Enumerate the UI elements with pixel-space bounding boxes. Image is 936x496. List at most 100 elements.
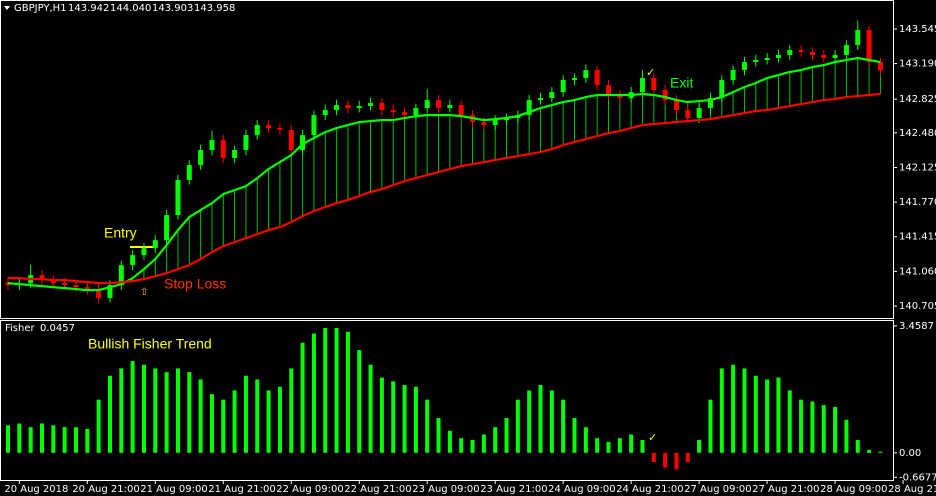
candle-body (538, 98, 544, 101)
indicator-value: 0.0457 (40, 323, 75, 334)
candle-body (651, 78, 657, 91)
histogram-bar (549, 390, 554, 453)
histogram-bar (107, 375, 112, 453)
last-high: 144.040 (110, 3, 151, 14)
candle-body (719, 79, 725, 99)
x-tick-label: 21 Aug 21:00 (208, 484, 275, 495)
candle-body (730, 70, 736, 80)
histogram-bar (17, 423, 22, 453)
candle-body (798, 50, 804, 52)
histogram-bar (85, 428, 90, 453)
candle-body (198, 150, 204, 166)
histogram-bar (209, 394, 214, 453)
x-tick-label: 23 Aug 21:00 (480, 484, 547, 495)
histogram-bar (119, 368, 124, 453)
annotation: Stop Loss (164, 276, 226, 292)
candle-body (322, 110, 328, 116)
histogram-bar (799, 399, 804, 453)
candle-body (413, 108, 419, 116)
histogram-bar (391, 381, 396, 453)
candle-body (741, 62, 747, 71)
histogram-bar (334, 328, 339, 453)
candle-body (334, 105, 340, 111)
y-tick-label: 3.4587 (899, 321, 934, 332)
histogram-bar (538, 384, 543, 453)
moving-average (7, 56, 881, 292)
candle-body (855, 30, 861, 46)
x-tick-label: 24 Aug 09:00 (548, 484, 615, 495)
last-open: 143.942 (68, 3, 109, 14)
candle-body (266, 125, 272, 129)
candle-body (617, 95, 623, 99)
candle-body (572, 78, 577, 80)
candle-body (436, 100, 442, 109)
candle-body (832, 55, 838, 59)
candle-body (458, 105, 464, 116)
x-tick-label: 23 Aug 09:00 (412, 484, 479, 495)
candle-body (866, 30, 872, 63)
histogram-bar (504, 417, 509, 453)
candle-body (277, 128, 283, 131)
histogram-bar (606, 441, 611, 453)
histogram-bar (583, 427, 588, 453)
candle-body (402, 112, 408, 116)
y-tick-label: 141.415 (899, 232, 936, 243)
histogram-bar (323, 328, 328, 453)
candle-body (368, 103, 374, 107)
candle-body (84, 287, 90, 291)
histogram-bar (470, 440, 475, 453)
histogram-bar (685, 452, 690, 463)
histogram-bar (175, 368, 180, 453)
candle-body (73, 285, 79, 288)
entry-arrow: ⇧ (140, 287, 148, 298)
candle-body (243, 135, 249, 151)
histogram-bar (787, 390, 792, 453)
histogram-bar (753, 375, 758, 453)
histogram-bar (357, 350, 362, 453)
histogram-bar (731, 364, 736, 453)
y-tick-label: 0.00 (899, 448, 921, 459)
candle-body (379, 103, 385, 111)
panel-menu-arrow (4, 6, 10, 10)
histogram-bar (232, 390, 237, 453)
y-tick-label: 141.060 (899, 266, 936, 277)
histogram-bar (39, 423, 44, 453)
candle-body (526, 100, 532, 116)
candle-body (356, 106, 362, 109)
x-tick-label: 28 Aug 09:00 (820, 484, 887, 495)
histogram-bar (821, 405, 826, 453)
histogram-bar (28, 427, 33, 453)
histogram-bar (742, 368, 747, 453)
histogram-bar (187, 372, 192, 453)
candle-body (605, 85, 611, 96)
y-tick-label: -0.6677 (899, 472, 936, 483)
candle-body (685, 110, 691, 119)
histogram-bar (266, 390, 271, 453)
histogram-bar (595, 438, 600, 453)
histogram-bar (572, 417, 577, 453)
candle-body (821, 55, 827, 59)
candle-body (130, 255, 136, 266)
annotation: Entry (104, 225, 137, 241)
histogram-bar (697, 440, 702, 453)
candle-body (424, 100, 430, 109)
candle-body (775, 55, 781, 59)
histogram-bar (855, 440, 860, 453)
histogram-bar (459, 438, 464, 453)
histogram-bar (833, 406, 838, 453)
histogram-bar (277, 386, 282, 453)
x-tick-label: 27 Aug 21:00 (752, 484, 819, 495)
histogram-bar (674, 452, 679, 470)
histogram-bar (765, 379, 770, 453)
candle-body (186, 165, 192, 181)
candle-body (390, 110, 396, 113)
x-tick-label: 22 Aug 09:00 (276, 484, 343, 495)
histogram-bar (844, 419, 849, 453)
x-tick-label: 28 Aug 21:00 (888, 484, 936, 495)
exit-check: ✓ (646, 66, 655, 79)
histogram-bar (617, 438, 622, 453)
y-tick-label: 142.125 (899, 162, 936, 173)
histogram-bar (379, 377, 384, 453)
candle-body (107, 285, 113, 299)
